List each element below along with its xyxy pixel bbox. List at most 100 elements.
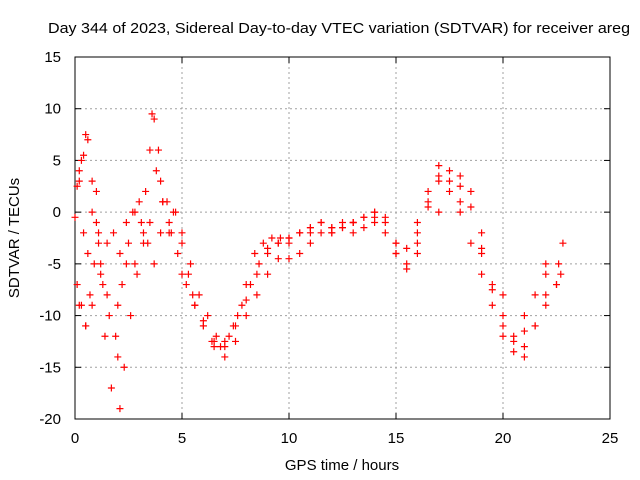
data-point [133, 270, 141, 278]
data-point [232, 322, 239, 330]
data-point [135, 198, 143, 206]
data-point [555, 260, 563, 268]
data-point [167, 229, 175, 237]
data-point [157, 177, 165, 185]
data-point [510, 332, 518, 340]
data-point [520, 353, 528, 361]
y-tick-label: 5 [53, 152, 61, 169]
data-point [285, 255, 293, 263]
data-point [242, 312, 250, 320]
data-point [184, 270, 192, 278]
data-point [435, 172, 443, 180]
data-point [328, 224, 336, 232]
data-point [559, 239, 567, 247]
data-point [174, 250, 182, 258]
data-point [154, 146, 162, 154]
data-point [75, 301, 83, 309]
data-point [221, 343, 229, 351]
y-tick-label: -20 [39, 411, 61, 428]
data-point [296, 250, 304, 258]
data-point [317, 229, 325, 237]
y-axis-label: SDTVAR / TECUs [6, 178, 23, 298]
data-point [360, 213, 368, 221]
data-point [191, 301, 199, 309]
data-point [306, 239, 314, 247]
data-point [238, 301, 246, 309]
data-point [531, 291, 539, 299]
data-point [150, 260, 158, 268]
data-point [99, 281, 107, 289]
data-point [82, 131, 90, 139]
data-point [92, 187, 100, 195]
x-tick-label: 0 [71, 430, 79, 447]
data-point [413, 239, 421, 247]
data-point [246, 281, 254, 289]
data-point [178, 229, 186, 237]
data-point [478, 250, 486, 258]
data-point [131, 208, 139, 216]
data-point [349, 229, 357, 237]
data-point [146, 146, 154, 154]
data-point [178, 239, 186, 247]
data-point [381, 229, 389, 237]
data-point [499, 332, 507, 340]
data-point [80, 151, 88, 159]
data-point [403, 260, 411, 268]
data-point [118, 281, 126, 289]
axis-ticks: 0 5 10 15 20 25 -20 -15 -10 -5 0 5 10 15 [39, 49, 618, 447]
data-point [101, 332, 109, 340]
data-point [268, 234, 276, 242]
data-point [95, 239, 103, 247]
x-tick-label: 10 [281, 430, 298, 447]
data-point [542, 291, 550, 299]
data-point [232, 337, 239, 345]
data-point [371, 213, 379, 221]
data-point [478, 229, 486, 237]
data-point [413, 250, 421, 258]
data-point [122, 218, 130, 226]
data-point [467, 239, 475, 247]
data-point [467, 187, 475, 195]
chart-title: Day 344 of 2023, Sidereal Day-to-day VTE… [48, 20, 630, 37]
data-point [92, 218, 100, 226]
data-point [510, 348, 518, 356]
data-point [542, 260, 550, 268]
data-point [542, 301, 550, 309]
data-point [499, 312, 507, 320]
data-point [195, 291, 203, 299]
data-point [116, 405, 124, 413]
data-point [296, 229, 304, 237]
data-point [103, 291, 111, 299]
data-point [264, 250, 272, 258]
data-point [424, 187, 432, 195]
data-point [264, 270, 272, 278]
data-point [276, 234, 284, 242]
data-point [148, 110, 156, 118]
data-point [234, 312, 242, 320]
data-point [163, 198, 171, 206]
data-point [520, 343, 528, 351]
data-point [210, 337, 218, 345]
data-point [557, 270, 565, 278]
x-tick-label: 25 [602, 430, 619, 447]
data-point [82, 322, 90, 330]
data-point [499, 291, 507, 299]
data-point [75, 177, 83, 185]
data-point [182, 281, 190, 289]
plot-frame [74, 56, 611, 420]
data-markers [71, 110, 567, 413]
x-tick-label: 5 [178, 430, 186, 447]
data-point [152, 167, 160, 175]
data-point [88, 301, 96, 309]
data-point [95, 229, 103, 237]
data-point [349, 218, 357, 226]
data-point [435, 208, 443, 216]
data-point [274, 255, 282, 263]
data-point [114, 353, 122, 361]
data-point [392, 239, 400, 247]
data-point [413, 218, 421, 226]
data-point [435, 162, 443, 170]
y-tick-label: 10 [44, 101, 61, 118]
data-point [274, 239, 282, 247]
data-point [86, 291, 94, 299]
